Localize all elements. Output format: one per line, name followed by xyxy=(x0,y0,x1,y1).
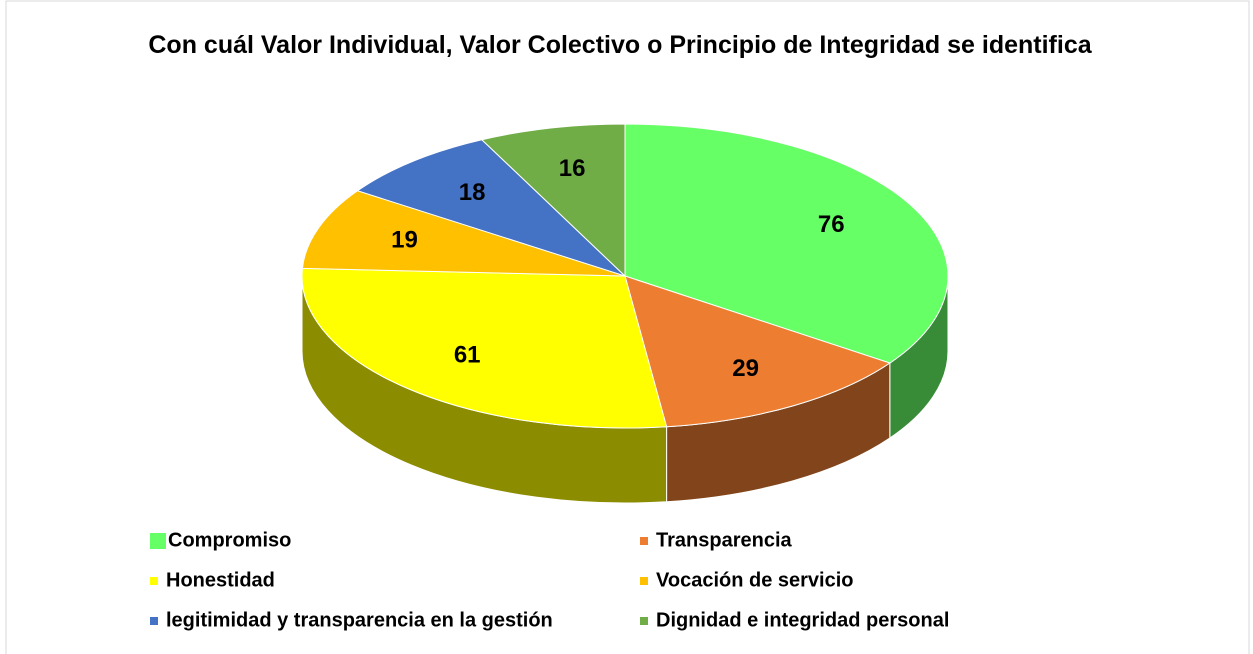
legend-marker xyxy=(150,577,158,585)
slice xyxy=(480,123,626,278)
chart-title: Con cuál Valor Individual, Valor Colecti… xyxy=(148,31,1092,59)
data-label: 18 xyxy=(459,179,486,206)
slice xyxy=(624,275,891,428)
data-label: 61 xyxy=(454,342,481,369)
legend-marker xyxy=(640,577,648,585)
data-label: 29 xyxy=(732,355,759,382)
data-label: 19 xyxy=(391,227,418,254)
legend-label: Transparencia xyxy=(656,529,793,551)
slice xyxy=(356,139,626,277)
legend-label: Honestidad xyxy=(166,569,275,591)
legend-marker xyxy=(150,617,158,625)
slice xyxy=(301,190,626,277)
legend-label: Compromiso xyxy=(168,529,291,551)
legend-marker xyxy=(640,617,648,625)
legend-marker xyxy=(640,537,648,545)
slice xyxy=(624,123,949,364)
legend-marker xyxy=(150,533,166,549)
legend-label: legitimidad y transparencia en la gestió… xyxy=(166,609,553,631)
data-label: 16 xyxy=(559,155,586,182)
legend-label: Vocación de servicio xyxy=(656,569,854,591)
legend-label: Dignidad e integridad personal xyxy=(656,609,949,631)
data-label: 76 xyxy=(818,211,845,238)
slice xyxy=(301,267,668,429)
